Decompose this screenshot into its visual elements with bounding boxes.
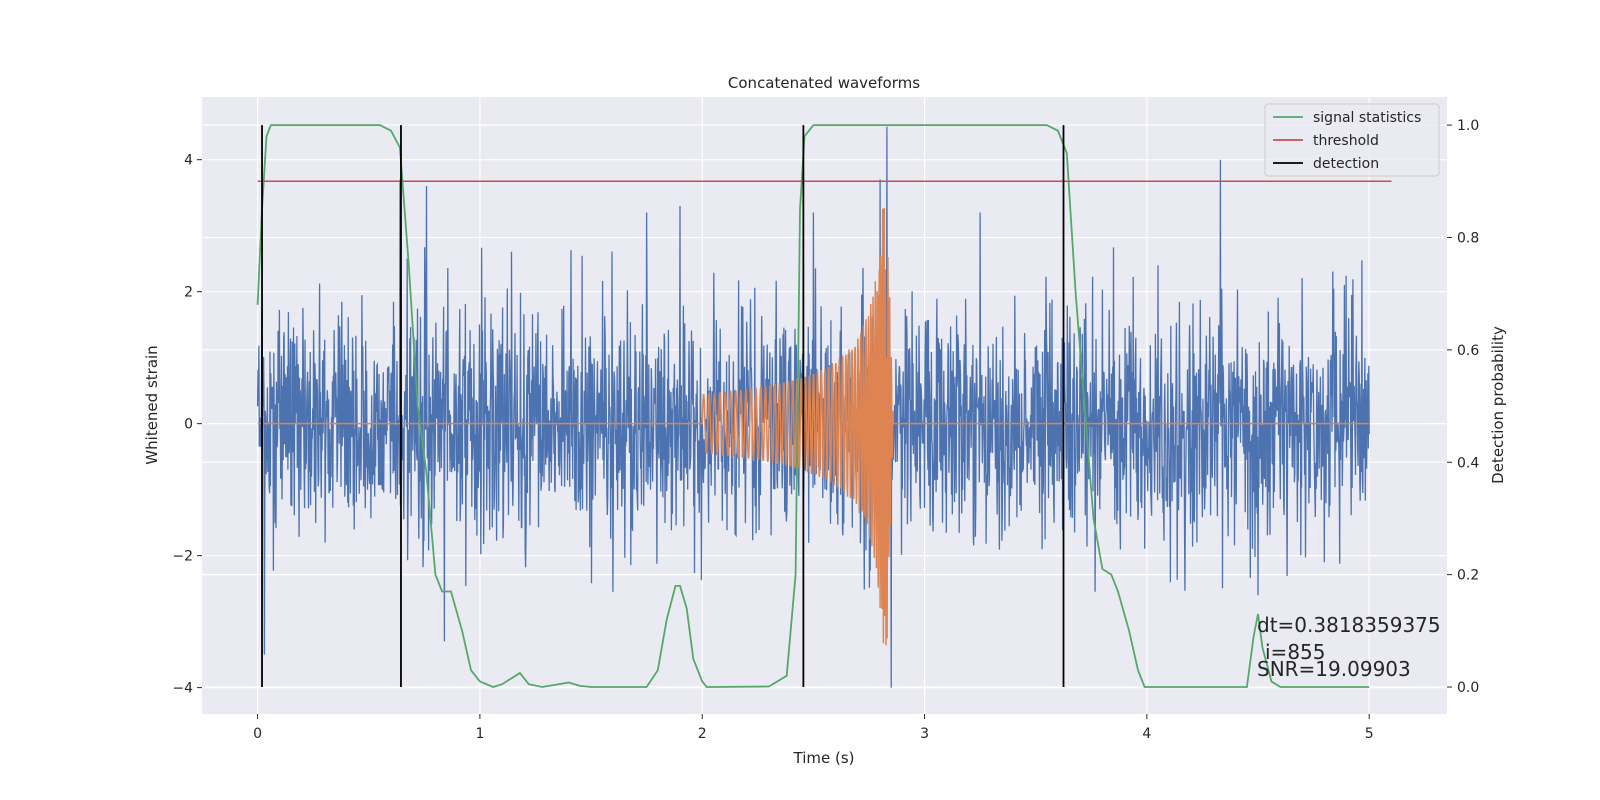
y-tick-label: 4 bbox=[184, 153, 193, 169]
y2-tick-label: 0.8 bbox=[1457, 230, 1479, 246]
strain-line bbox=[256, 126, 1370, 688]
y2-tick-label: 0.0 bbox=[1457, 680, 1479, 696]
waveform-line bbox=[257, 207, 1370, 646]
x-tick-label: 0 bbox=[253, 726, 262, 742]
y2-tick-label: 1.0 bbox=[1457, 118, 1479, 134]
x-tick-label: 2 bbox=[698, 726, 707, 742]
x-axis-title: Time (s) bbox=[793, 749, 855, 767]
annotation-dt: dt=0.3818359375 bbox=[1257, 613, 1441, 637]
legend-label: signal statistics bbox=[1313, 110, 1421, 126]
y2-axis-title: Detection probability bbox=[1489, 326, 1507, 484]
legend-box bbox=[1264, 103, 1440, 177]
chart-title: Concatenated waveforms bbox=[728, 74, 920, 92]
legend: signal statistics threshold detection bbox=[1264, 103, 1440, 177]
legend-label: threshold bbox=[1313, 133, 1379, 149]
x-tick-label: 3 bbox=[920, 726, 929, 742]
series-layer bbox=[256, 124, 1392, 688]
y-tick-label: 0 bbox=[184, 417, 193, 433]
annotation-i: i=855 bbox=[1265, 640, 1326, 664]
legend-label: detection bbox=[1313, 156, 1379, 172]
annotation: dt=0.3818359375 i=855 SNR=19.09903 bbox=[1257, 613, 1441, 681]
y-axis-title: Whitened strain bbox=[143, 345, 161, 464]
y-tick-label: −4 bbox=[172, 681, 193, 697]
axes-labels: 0 1 2 3 4 5 4 2 0 −2 −4 1.0 0.8 0.6 0.4 0.2 0.0 bbox=[172, 118, 1479, 742]
y-tick-label: 2 bbox=[184, 285, 193, 301]
x-tick-label: 5 bbox=[1365, 726, 1374, 742]
y2-tick-label: 0.4 bbox=[1457, 455, 1479, 471]
x-tick-label: 4 bbox=[1142, 726, 1151, 742]
y2-tick-label: 0.6 bbox=[1457, 343, 1479, 359]
y-tick-label: −2 bbox=[172, 549, 193, 565]
y2-tick-label: 0.2 bbox=[1457, 568, 1479, 584]
x-tick-label: 1 bbox=[475, 726, 484, 742]
plot-series bbox=[256, 126, 1370, 688]
signal-statistics-line bbox=[256, 124, 1370, 688]
annotation-snr: SNR=19.09903 bbox=[1257, 657, 1411, 681]
